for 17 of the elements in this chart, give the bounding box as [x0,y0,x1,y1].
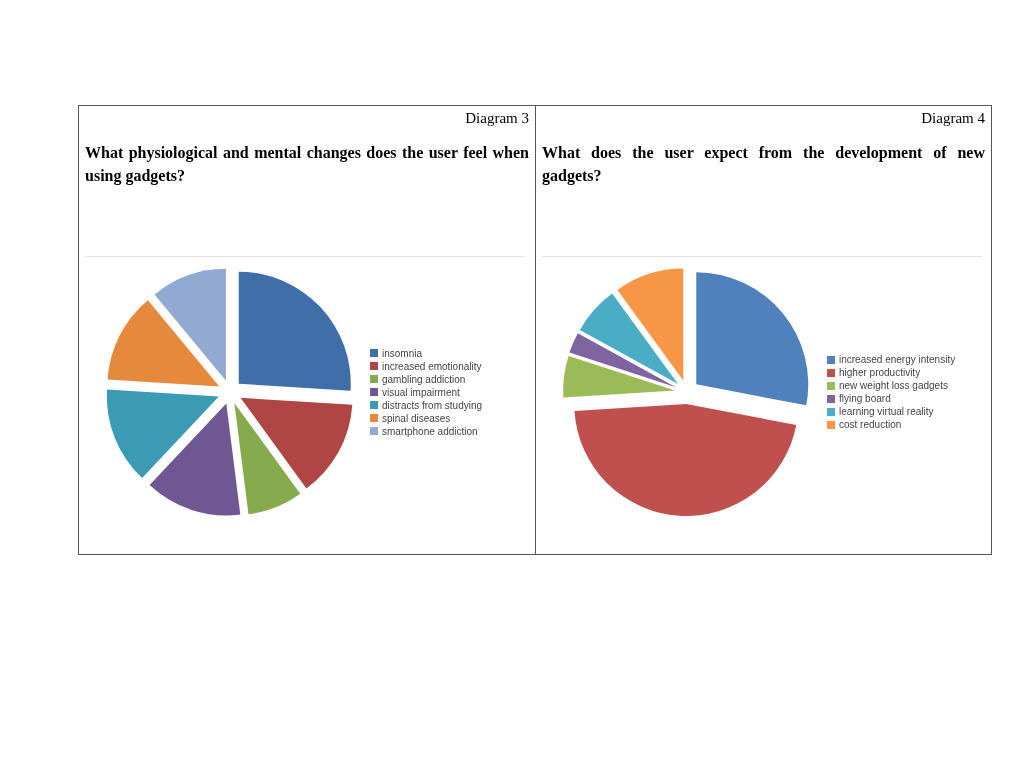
legend-label: distracts from studying [382,398,483,412]
legend-label: spinal diseases [382,411,451,425]
legend-label: smartphone addiction [382,424,478,438]
legend-label: higher productivity [839,366,921,379]
text: Diagram 3 [464,110,529,127]
text: Diagram 4 [920,110,985,127]
legend-label: insomnia [382,346,423,360]
legend-label: cost reduction [839,418,902,431]
chart-title: What does the user expect from the development of new gadgets? [542,143,985,187]
legend-label: gambling addiction [382,372,466,386]
legend-label: new weight loss gadgets [839,379,948,392]
chart-title: What physiological and mental changes does the user feel when using gadgets? [85,143,529,187]
legend-label: flying board [839,392,891,405]
legend-label: learning virtual reality [839,405,934,418]
legend-label: increased energy intensity [839,353,956,366]
legend-label: increased emotionality [382,359,482,373]
legend-label: visual impairment [382,385,460,399]
